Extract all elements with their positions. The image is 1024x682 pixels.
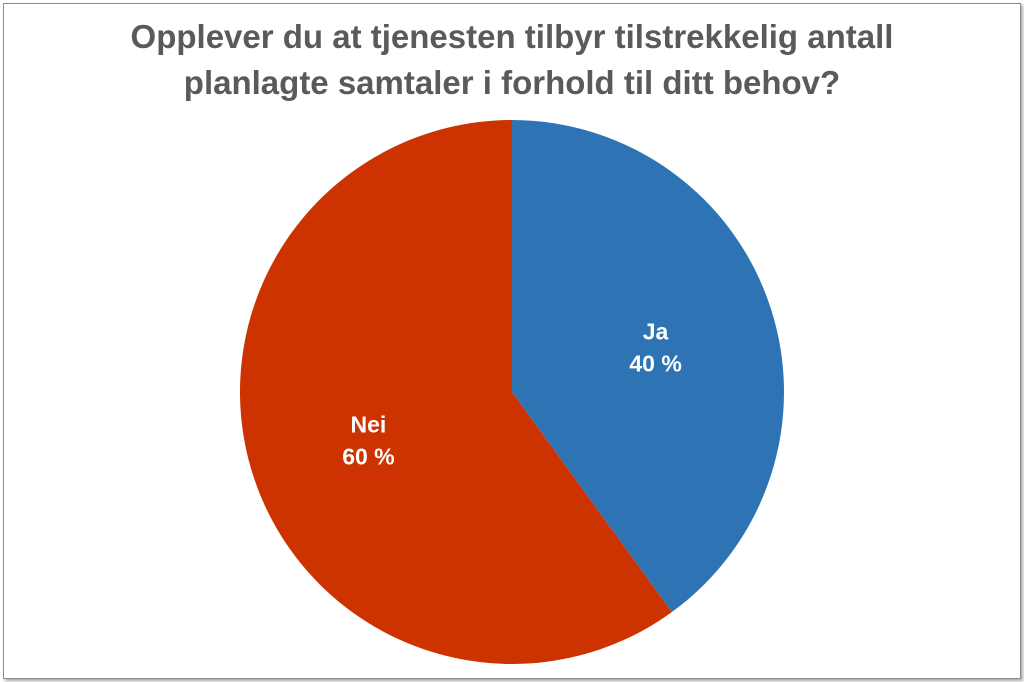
pie-slices [239,120,784,664]
chart-title: Opplever du at tjenesten tilbyr tilstrek… [0,14,1024,106]
pie-slice-nei [239,120,672,664]
pie-labels: Ja 40 % Nei 60 % [342,318,682,469]
slice-value-label-nei: 60 % [342,444,394,470]
chart-title-line-2: planlagte samtaler i forhold til ditt be… [183,64,841,101]
slice-category-label-ja: Ja [643,318,669,344]
chart-title-line-1: Opplever du at tjenesten tilbyr tilstrek… [130,18,894,55]
slice-value-label-ja: 40 % [629,350,681,376]
pie-slice-ja [512,120,784,613]
slice-category-label-nei: Nei [351,412,387,438]
